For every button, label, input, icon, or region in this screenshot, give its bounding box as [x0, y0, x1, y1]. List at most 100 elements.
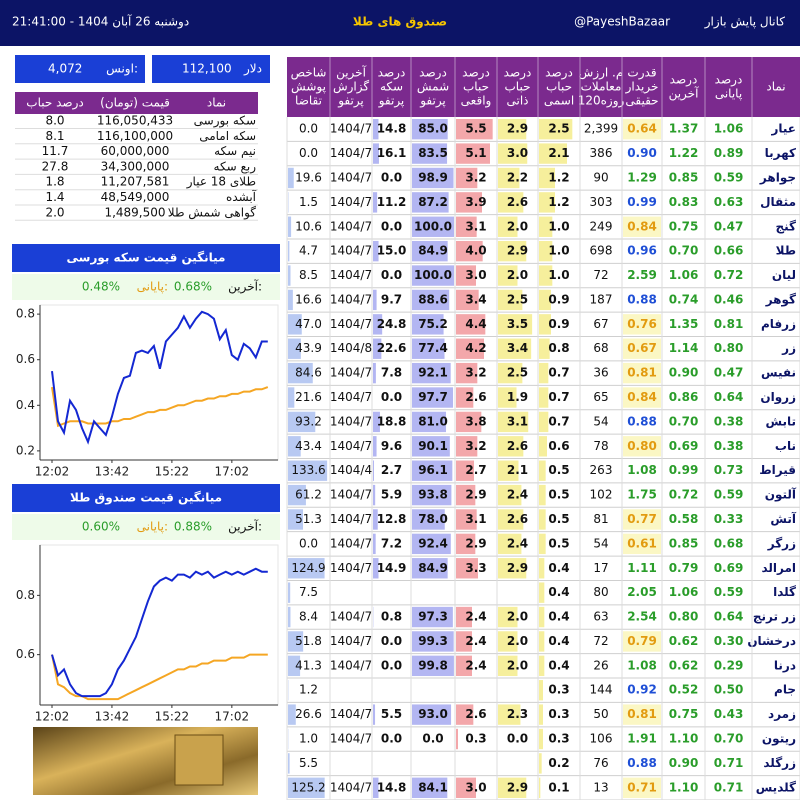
cell-highlight — [623, 436, 661, 457]
cell-bar — [412, 533, 451, 555]
table-cell: 0.99 — [669, 463, 699, 477]
table-cell: 2.4 — [465, 658, 486, 672]
cell-bar — [498, 631, 518, 652]
table-cell: 2.0 — [507, 268, 528, 282]
cell-bar — [456, 777, 476, 798]
table-cell: 1404/7 — [330, 512, 372, 526]
coin-cell: گواهی شمش طلا — [168, 205, 256, 220]
cell-highlight — [623, 777, 661, 798]
cell-bar — [456, 387, 474, 408]
table-cell: 3.1 — [465, 512, 486, 526]
table-cell: 0.90 — [669, 366, 699, 380]
cell-bar — [412, 289, 450, 311]
table-cell: 63 — [593, 610, 608, 624]
table-cell: 3.0 — [465, 780, 486, 794]
table-cell: 43.4 — [295, 439, 322, 453]
cell-highlight — [623, 338, 661, 359]
table-cell: تابش — [766, 414, 796, 428]
table-cell: 0.0 — [381, 390, 402, 404]
table-cell: 1404/7 — [330, 634, 372, 648]
last-label: آخرین: — [228, 519, 262, 535]
table-cell: 2.3 — [507, 707, 528, 721]
table-cell: 0.64 — [627, 122, 657, 136]
coin-cell: 60,000,000 — [101, 144, 170, 158]
cell-bar — [456, 509, 477, 530]
plot-frame — [39, 544, 279, 706]
cell-bar — [412, 460, 453, 481]
coin-header: درصد حباب — [26, 96, 83, 111]
table-cell: 1404/7 — [330, 732, 372, 746]
table-cell: ریتون — [762, 732, 796, 747]
table-cell: 1.06 — [714, 122, 744, 136]
table-header: آخرین — [336, 65, 367, 81]
chart-title-bg — [12, 484, 280, 512]
table-cell: 43.9 — [295, 341, 322, 355]
table-cell: 5.1 — [465, 146, 486, 160]
cell-bar — [288, 582, 291, 603]
x-tick-label: 12:02 — [35, 710, 70, 724]
table-cell: 0.33 — [714, 512, 744, 526]
cell-highlight — [623, 509, 661, 530]
table-cell: 2.6 — [465, 707, 486, 721]
close-label: پایانی: — [137, 280, 168, 294]
table-cell: 0.3 — [548, 732, 569, 746]
table-cell: 2.4 — [465, 610, 486, 624]
table-cell: 2.1 — [507, 463, 528, 477]
table-cell: 7.2 — [381, 536, 402, 550]
table-cell: 2.0 — [507, 610, 528, 624]
table-cell: 3.0 — [465, 268, 486, 282]
table-header: درصد — [715, 73, 743, 88]
table-cell: 26 — [593, 658, 608, 672]
table-cell: 0.9 — [548, 317, 569, 331]
table-cell: 51.3 — [295, 512, 322, 526]
table-cell: 102 — [590, 488, 613, 502]
table-cell: 1404/7 — [330, 707, 372, 721]
table-cell: 1404/7 — [330, 292, 372, 306]
table-cell: 0.43 — [714, 707, 744, 721]
x-tick-label: 17:02 — [215, 465, 250, 479]
cell-bar — [373, 533, 376, 555]
cell-bar — [373, 192, 378, 213]
table-header: 120روزه — [578, 94, 625, 109]
table-cell: 0.75 — [669, 707, 699, 721]
table-cell: 3.3 — [465, 561, 486, 575]
cell-highlight — [623, 533, 661, 555]
table-cell: 97.7 — [418, 390, 448, 404]
cell-bar — [373, 338, 382, 359]
chart-title: میانگین قیمت سکه بورسی — [67, 251, 226, 266]
y-tick-label: 0.8 — [16, 307, 35, 321]
table-cell: 78.0 — [418, 512, 448, 526]
table-cell: زرگر — [767, 536, 796, 550]
table-cell: 93.0 — [418, 707, 448, 721]
table-cell: آلتون — [765, 487, 797, 503]
table-cell: امرالد — [761, 561, 796, 575]
table-cell: 2.7 — [381, 463, 402, 477]
cell-bar — [498, 460, 519, 481]
table-cell: 0.3 — [548, 707, 569, 721]
cell-highlight — [623, 631, 661, 652]
table-cell: 2.4 — [507, 536, 528, 550]
cell-bar — [539, 265, 553, 286]
cell-bar — [539, 216, 553, 237]
table-header: حباب — [505, 80, 531, 94]
table-cell: عیار — [770, 122, 796, 136]
table-cell: 26.6 — [295, 707, 322, 721]
cell-bar — [539, 558, 545, 579]
table-cell: 72 — [593, 634, 608, 648]
table-cell: زروان — [760, 390, 796, 405]
cell-bar — [498, 265, 518, 286]
table-cell: 15.0 — [377, 244, 407, 258]
x-tick-label: 13:42 — [95, 465, 130, 479]
table-cell: آتش — [770, 511, 796, 526]
table-cell: 3.1 — [465, 219, 486, 233]
table-cell: گوهر — [765, 292, 796, 307]
table-cell: 3.2 — [465, 170, 486, 184]
table-cell: 1.0 — [548, 268, 569, 282]
table-cell: 2.54 — [627, 610, 657, 624]
table-cell: 0.59 — [714, 585, 744, 599]
close-value: 0.48% — [82, 280, 120, 294]
table-cell: 0.79 — [627, 634, 657, 648]
table-cell: 97.3 — [418, 610, 448, 624]
table-cell: 0.81 — [627, 707, 657, 721]
